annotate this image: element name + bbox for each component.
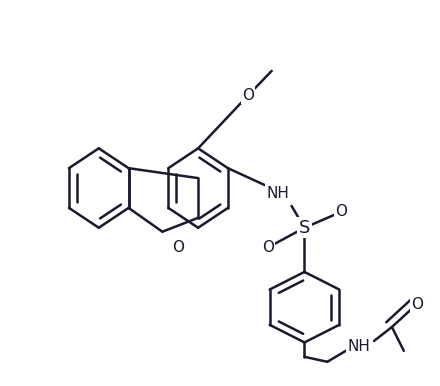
Text: S: S	[299, 219, 310, 237]
Text: O: O	[335, 204, 347, 219]
Text: O: O	[411, 297, 423, 312]
Text: O: O	[242, 88, 254, 103]
Text: NH: NH	[348, 339, 370, 354]
Text: O: O	[262, 240, 274, 255]
Text: NH: NH	[266, 186, 289, 200]
Text: O: O	[172, 240, 184, 255]
